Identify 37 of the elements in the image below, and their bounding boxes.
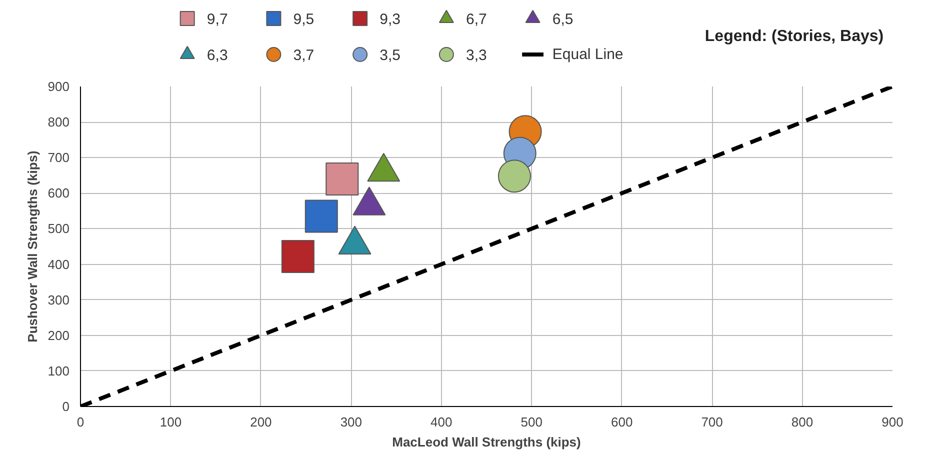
point <box>498 160 531 193</box>
x-tick-label: 500 <box>520 414 542 430</box>
legend-label: 6,5 <box>552 11 574 28</box>
y-tick-label: 900 <box>48 79 70 94</box>
x-tick-label: 100 <box>160 414 182 430</box>
legend-label: Equal Line <box>552 46 624 63</box>
legend-label: 3,7 <box>293 47 314 64</box>
point <box>326 162 359 196</box>
x-tick-label: 300 <box>340 414 362 430</box>
x-tick-label: 400 <box>430 414 452 430</box>
y-axis-title: Pushover Wall Strengths (kips) <box>24 150 40 342</box>
legend-label: 3,3 <box>466 47 487 64</box>
y-tick-label: 100 <box>48 363 70 378</box>
legend-label: 9,7 <box>206 11 228 28</box>
x-tick-label: 800 <box>791 414 814 430</box>
y-tick-label: 300 <box>48 292 70 308</box>
legend-label: 9,5 <box>293 11 314 28</box>
point <box>304 200 338 233</box>
legend-label: 6,3 <box>206 47 228 64</box>
y-tick-label: 700 <box>48 150 70 166</box>
x-tick-label: 0 <box>76 414 84 430</box>
x-axis-title: MacLeod Wall Strengths (kips) <box>392 434 581 450</box>
y-tick-label: 400 <box>48 256 70 272</box>
x-tick-label: 900 <box>882 414 904 430</box>
legend-label: 3,5 <box>380 47 401 64</box>
y-tick-label: 500 <box>48 221 70 236</box>
x-tick-label: 200 <box>250 414 272 430</box>
point <box>281 240 314 273</box>
text: Legend: (Stories, Bays) <box>704 28 884 45</box>
x-tick-label: 600 <box>610 414 633 430</box>
x-tick-label: 700 <box>701 414 723 430</box>
legend-label: 9,3 <box>380 11 401 28</box>
y-tick-label: 800 <box>48 114 70 130</box>
legend-label: 6,7 <box>466 11 487 28</box>
y-tick-label: 200 <box>48 328 70 343</box>
y-tick-label: 0 <box>62 399 70 414</box>
y-tick-label: 600 <box>48 186 70 201</box>
